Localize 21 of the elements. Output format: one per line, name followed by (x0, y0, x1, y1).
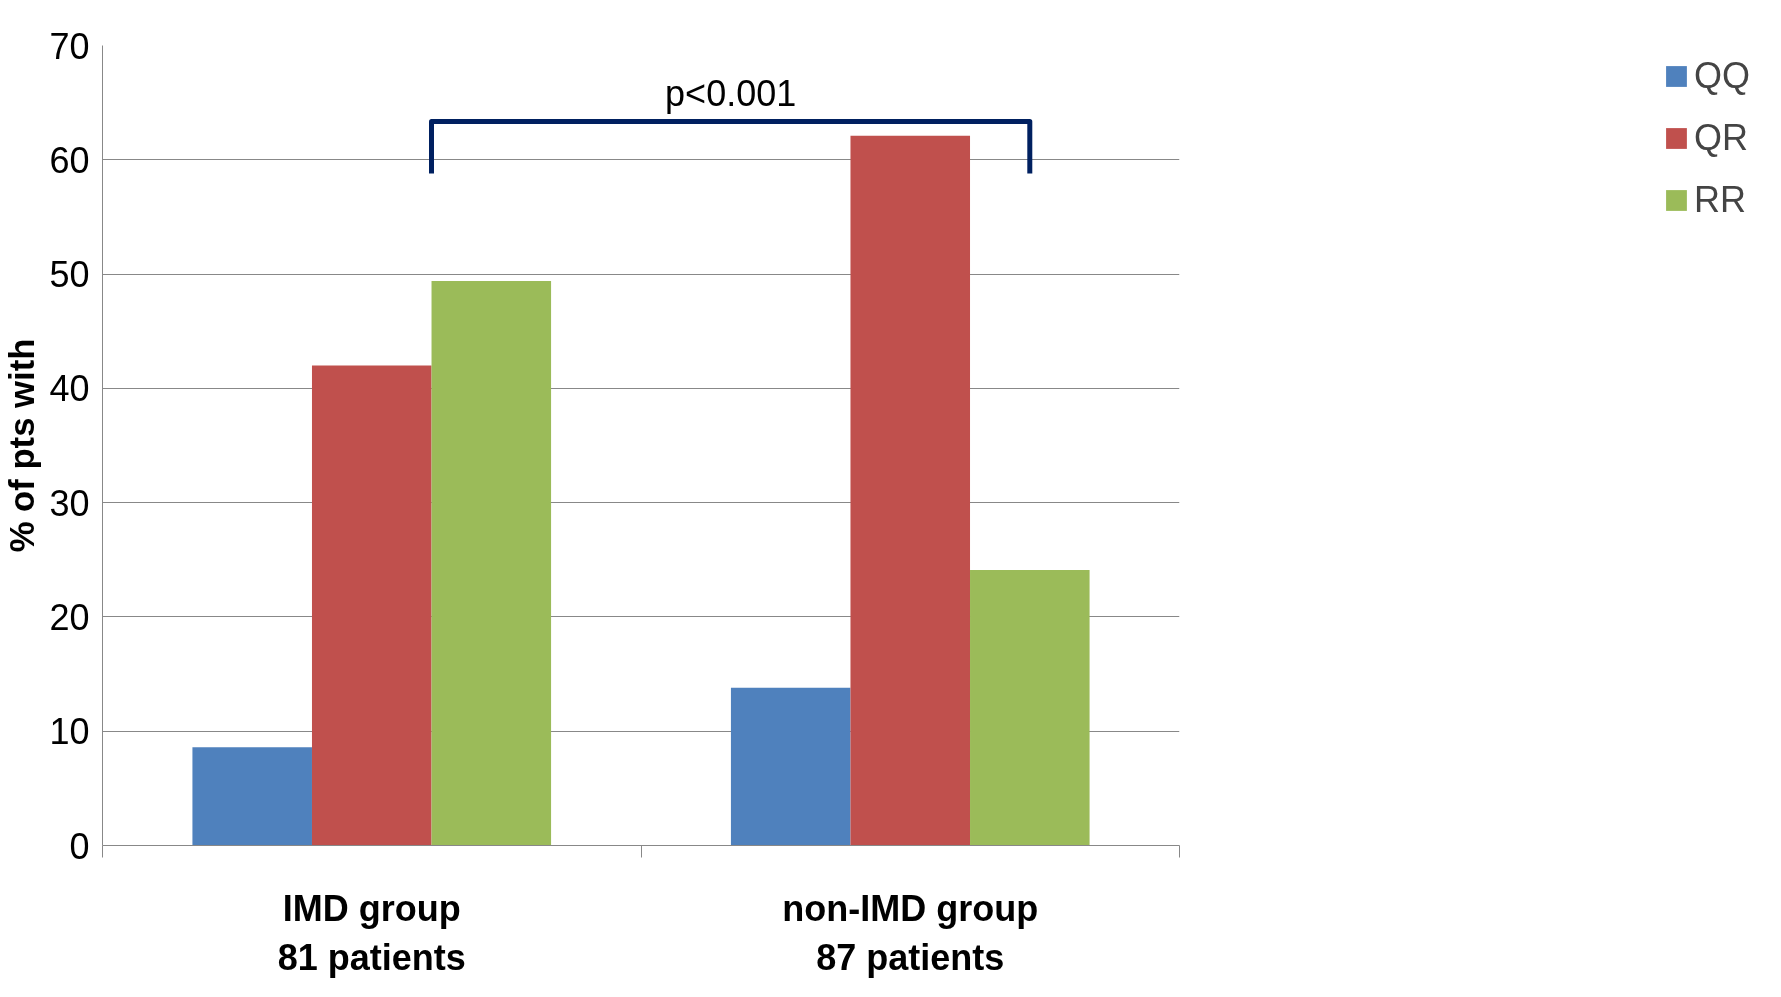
y-axis-title: % of pts with (3, 338, 42, 553)
y-tick-label: 60 (49, 139, 90, 181)
annotation: p<0.001 (665, 72, 797, 114)
y-tick-label: 20 (49, 596, 90, 638)
y-tick-label: 50 (49, 254, 90, 296)
bar (431, 280, 552, 846)
y-tick-label: 0 (69, 825, 90, 867)
bar (311, 365, 432, 846)
legend-label: QQ (1693, 55, 1750, 97)
y-tick-label: 40 (49, 368, 90, 410)
legend-label: RR (1693, 179, 1746, 221)
bar (850, 135, 971, 846)
x-tick-label: IMD group 81 patients (277, 887, 466, 978)
y-tick-label: 30 (49, 482, 90, 524)
bar (192, 747, 312, 846)
y-tick-label: 10 (49, 711, 90, 753)
bar (730, 687, 851, 846)
y-tick-label: 70 (49, 25, 90, 67)
x-tick-label: non-IMD group 87 patients (782, 887, 1039, 978)
bar (970, 570, 1090, 846)
legend-label: QR (1693, 117, 1748, 159)
